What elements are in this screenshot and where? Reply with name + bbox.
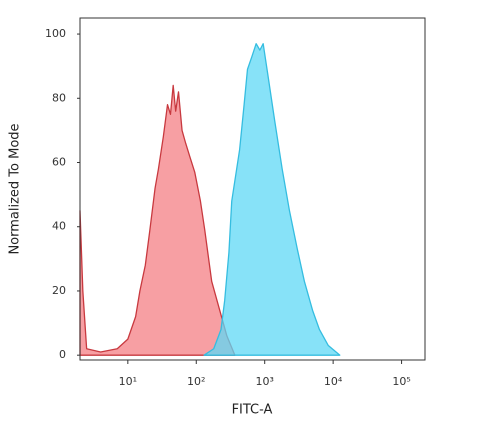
area	[203, 43, 341, 356]
y-tick-label: 60	[52, 156, 66, 169]
x-tick-label: 10⁵	[392, 375, 410, 388]
y-tick-label: 40	[52, 220, 66, 233]
x-axis-title: FITC-A	[232, 403, 273, 418]
area	[79, 84, 236, 356]
x-tick-label: 10⁴	[324, 375, 343, 388]
y-tick-label: 0	[59, 348, 66, 361]
y-tick-label: 20	[52, 284, 66, 297]
plot-frame	[79, 17, 426, 361]
x-tick-label: 10¹	[119, 375, 137, 388]
y-tick-label: 80	[52, 91, 66, 104]
y-tick-label: 100	[45, 27, 66, 40]
x-tick-label: 10²	[187, 375, 205, 388]
y-axis-title: Normalized To Mode	[8, 123, 23, 254]
x-tick-label: 10³	[255, 375, 273, 388]
